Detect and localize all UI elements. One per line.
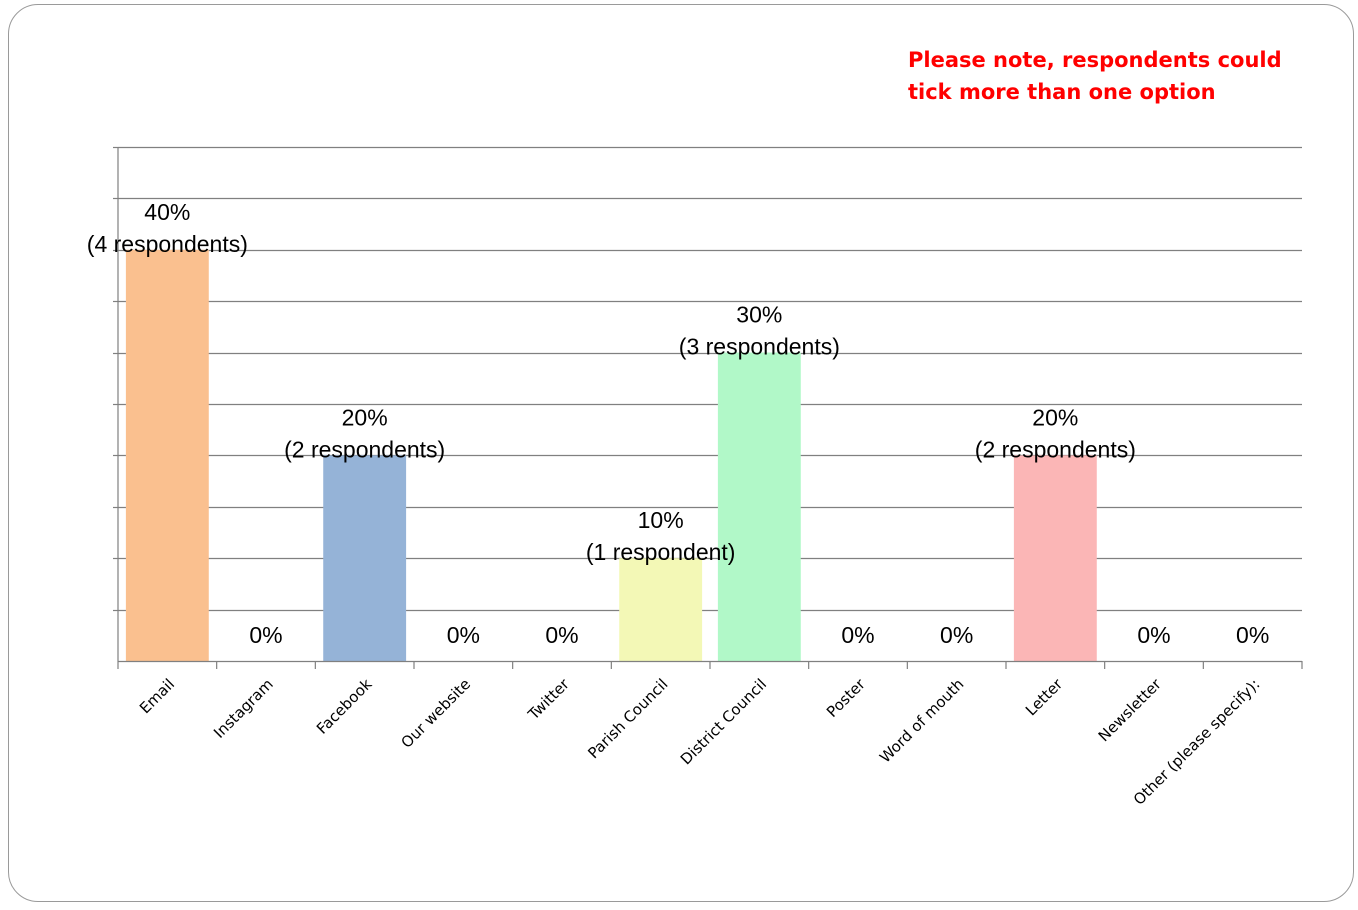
chart-note-line-1: Please note, respondents could (908, 48, 1282, 72)
data-label-percent: 10% (638, 507, 684, 533)
bar-facebook (323, 455, 407, 661)
bar-email (125, 249, 209, 662)
x-tick-label: Twitter (524, 675, 574, 725)
data-label-percent: 30% (736, 302, 782, 328)
x-tick-label: Word of mouth (876, 675, 967, 766)
data-label-percent: 20% (342, 404, 388, 430)
data-label: 0% (249, 622, 282, 648)
x-tick-label: Poster (823, 675, 869, 721)
x-tick-label: District Council (677, 675, 770, 768)
data-label-count: (1 respondent) (586, 539, 736, 565)
bar-district-council (717, 352, 801, 661)
data-label: 0% (545, 622, 578, 648)
data-label: 0% (1137, 622, 1170, 648)
data-label-percent: 20% (1032, 404, 1078, 430)
x-tick-label: Newsletter (1095, 675, 1166, 746)
data-label-percent: 40% (144, 199, 190, 225)
chart-frame (8, 4, 1354, 902)
chart-note-line-2: tick more than one option (908, 80, 1216, 104)
x-tick-label: Our website (398, 675, 475, 752)
data-label-count: (3 respondents) (679, 334, 840, 360)
data-label: 0% (841, 622, 874, 648)
data-label: 0% (447, 622, 480, 648)
data-label-count: (4 respondents) (87, 231, 248, 257)
x-tick-label: Email (136, 675, 178, 717)
data-label: 0% (1236, 622, 1269, 648)
data-label-count: (2 respondents) (975, 436, 1136, 462)
x-tick-label: Instagram (210, 675, 277, 742)
bar-parish-council (619, 558, 703, 661)
x-tick-label: Parish Council (584, 675, 671, 762)
x-tick-label: Facebook (313, 675, 376, 738)
data-label: 0% (940, 622, 973, 648)
data-label-count: (2 respondents) (284, 436, 445, 462)
x-tick-label: Letter (1022, 675, 1067, 720)
chart-note: Please note, respondents could tick more… (908, 44, 1328, 108)
bar-letter (1013, 455, 1097, 661)
